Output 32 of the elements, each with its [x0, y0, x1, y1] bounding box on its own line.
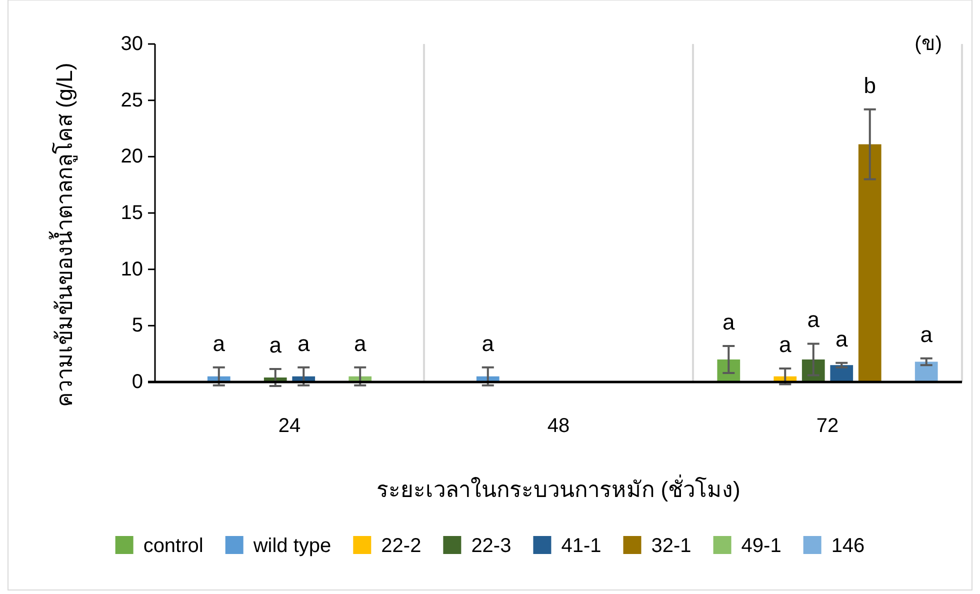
annotation: a: [807, 307, 820, 332]
x-tick-label: 48: [547, 415, 570, 437]
legend-label: wild type: [252, 535, 332, 557]
y-tick-label: 5: [132, 314, 143, 337]
y-tick-label: 10: [120, 258, 143, 280]
annotation: a: [354, 330, 367, 356]
annotation: a: [722, 309, 736, 334]
annotation: a: [779, 332, 792, 357]
legend-label: 41-1: [561, 535, 602, 557]
annotation: a: [835, 326, 848, 352]
y-tick-label: 30: [120, 33, 143, 55]
y-tick-label: 0: [132, 371, 143, 393]
legend-label: 32-1: [651, 535, 692, 557]
x-tick-label: 72: [816, 415, 839, 437]
annotation: a: [212, 330, 226, 356]
legend-label: 22-3: [471, 535, 512, 557]
annotation: b: [864, 72, 876, 98]
x-tick-label: 24: [278, 415, 301, 437]
annotation: a: [297, 330, 310, 356]
x-axis-title: ระยะเวลาในกระบวนการหมัก (ชั่วโมง): [376, 474, 740, 502]
legend-label: 146: [831, 535, 865, 557]
annotation: a: [482, 330, 495, 356]
chart-title: (ข): [914, 33, 942, 55]
annotation: a: [920, 322, 934, 347]
legend-label: 22-2: [381, 535, 422, 557]
legend-label: control: [143, 535, 204, 557]
y-axis-title: ความเข้มข้นของน้ำตาลกลูโคส (g/L): [49, 62, 78, 408]
legend-label: 49-1: [741, 535, 782, 557]
y-tick-label: 15: [120, 202, 143, 224]
y-tick-label: 25: [120, 89, 143, 112]
annotation: a: [269, 332, 282, 358]
y-tick-label: 20: [120, 146, 143, 168]
